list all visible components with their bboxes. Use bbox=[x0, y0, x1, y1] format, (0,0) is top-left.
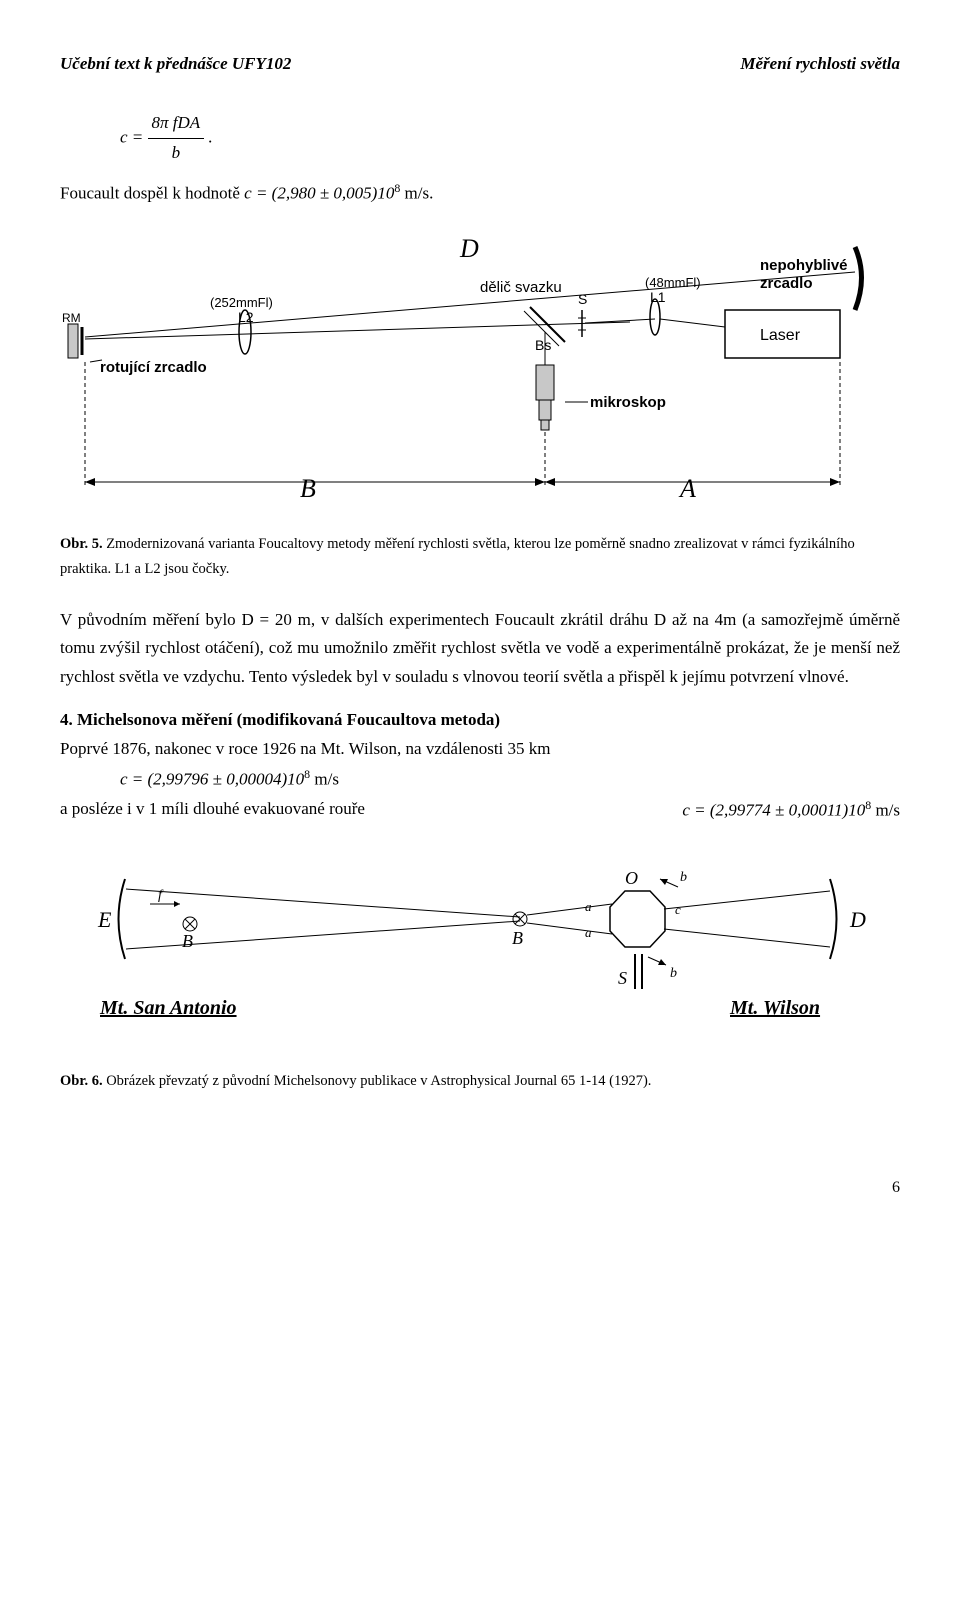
label-laser: Laser bbox=[760, 327, 801, 344]
label-L1: L1 bbox=[650, 289, 666, 305]
header-right: Měření rychlosti světla bbox=[740, 50, 900, 79]
label-msa: Mt. San Antonio bbox=[99, 997, 237, 1019]
label-Bdim: B bbox=[300, 474, 316, 503]
foucault-result-line: Foucault dospěl k hodnotě c = (2,980 ± 0… bbox=[60, 178, 900, 209]
paragraph-1: V původním měření bylo D = 20 m, v další… bbox=[60, 606, 900, 693]
label-D: D bbox=[459, 234, 479, 263]
section-4: 4. Michelsonova měření (modifikovaná Fou… bbox=[60, 706, 900, 825]
label-c: c bbox=[675, 902, 681, 917]
formula-c-equals: c = 8π fDA b . bbox=[120, 109, 900, 168]
figure-6-caption: Obr. 6. Obrázek převzatý z původní Miche… bbox=[60, 1069, 900, 1094]
label-a2: a bbox=[585, 925, 592, 940]
label-B1: B bbox=[182, 931, 193, 951]
label-nepohyb: nepohyblivé bbox=[760, 257, 848, 274]
page-number: 6 bbox=[60, 1174, 900, 1201]
label-E: E bbox=[97, 907, 112, 932]
label-RM: RM bbox=[62, 311, 81, 325]
label-O: O bbox=[625, 868, 638, 888]
label-Adim: A bbox=[678, 474, 696, 503]
label-a1: a bbox=[585, 899, 592, 914]
label-Sfig6: S bbox=[618, 968, 627, 988]
label-Bs: Bs bbox=[535, 337, 551, 353]
label-f: f bbox=[158, 888, 164, 903]
label-l1f: (48mmFl) bbox=[645, 275, 701, 290]
label-b2: b bbox=[670, 966, 677, 981]
figure-5-caption: Obr. 5. Zmodernizovaná varianta Foucalto… bbox=[60, 532, 900, 581]
label-mikroskop: mikroskop bbox=[590, 394, 666, 411]
label-l2f: (252mmFl) bbox=[210, 295, 273, 310]
label-rotuj: rotující zrcadlo bbox=[100, 359, 207, 376]
figure-6: E f B B O b b a a c S D Mt. San Antonio … bbox=[60, 849, 900, 1039]
label-mw: Mt. Wilson bbox=[729, 997, 820, 1019]
label-zrcadlo: zrcadlo bbox=[760, 275, 813, 292]
label-delic: dělič svazku bbox=[480, 279, 562, 296]
label-S: S bbox=[578, 291, 587, 307]
label-Dfig6: D bbox=[849, 907, 866, 932]
label-L2: L2 bbox=[238, 309, 254, 325]
label-b1: b bbox=[680, 870, 687, 885]
figure-5: D dělič svazku Bs S (48mmFl) L1 (252mmFl… bbox=[60, 232, 900, 522]
label-Bmid: B bbox=[512, 928, 523, 948]
header-left: Učební text k přednášce UFY102 bbox=[60, 50, 291, 79]
